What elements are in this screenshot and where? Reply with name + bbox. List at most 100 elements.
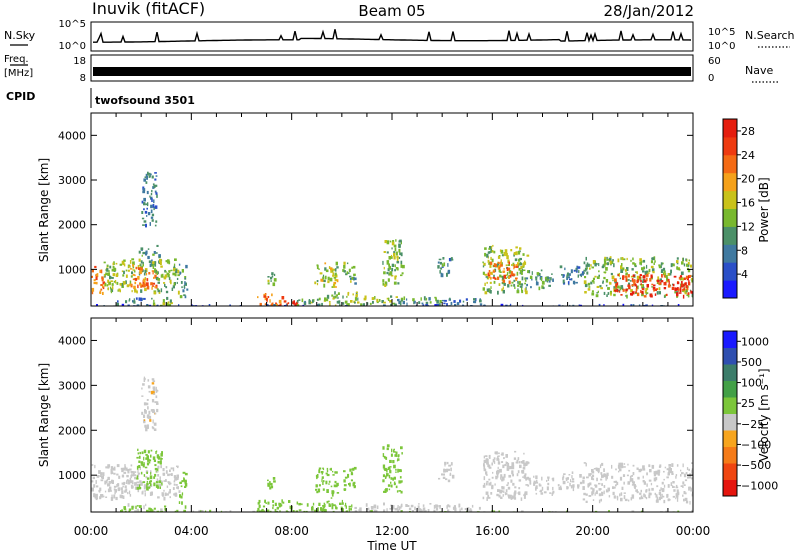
data-cell (501, 486, 503, 489)
data-cell (330, 485, 333, 488)
data-cell (620, 257, 622, 260)
data-cell (136, 277, 139, 280)
data-cell (661, 493, 663, 498)
data-cell (569, 278, 572, 281)
data-cell (506, 255, 509, 260)
data-cell (148, 390, 151, 393)
data-cell (351, 276, 354, 280)
data-cell (384, 283, 387, 287)
data-cell (263, 293, 266, 296)
data-cell (345, 305, 348, 306)
data-cell (123, 467, 126, 471)
data-cell (397, 505, 399, 508)
data-cell (139, 283, 142, 286)
data-cell (96, 304, 98, 306)
data-cell (524, 491, 528, 496)
data-cell (524, 260, 526, 263)
data-cell (136, 290, 138, 294)
data-cell (523, 261, 527, 265)
data-cell (142, 188, 146, 191)
data-cell (603, 258, 606, 263)
data-cell (640, 495, 643, 499)
data-cell (146, 399, 149, 401)
data-cell (575, 269, 578, 273)
data-cell (278, 304, 280, 306)
data-cell (142, 283, 145, 288)
data-cell (373, 505, 376, 508)
data-cell (326, 489, 329, 493)
data-cell (654, 492, 657, 496)
data-cell (583, 492, 586, 496)
data-cell (267, 276, 270, 278)
data-cell (444, 461, 447, 465)
data-cell (329, 302, 331, 306)
data-cell (131, 487, 134, 489)
data-cell (458, 503, 461, 508)
data-cell (105, 496, 108, 498)
data-cell (286, 303, 288, 306)
data-cell (321, 278, 324, 282)
data-cell (104, 480, 107, 485)
data-cell-group (156, 465, 181, 501)
x-axis-label: Time UT (366, 539, 417, 553)
x-tick-label: 04:00 (174, 524, 209, 538)
data-cell (685, 285, 688, 289)
data-cell (399, 252, 402, 256)
data-cell (169, 270, 171, 273)
colorbar-segment (723, 208, 737, 227)
data-cell (502, 286, 504, 290)
data-cell (513, 497, 517, 500)
data-cell (616, 282, 619, 286)
data-cell (510, 271, 513, 275)
data-cell (169, 279, 172, 283)
data-cell (137, 284, 139, 289)
data-cell (517, 288, 519, 291)
data-cell (636, 271, 638, 275)
data-cell (653, 477, 657, 482)
data-cell (594, 484, 598, 488)
data-cell (647, 272, 650, 274)
data-cell (503, 282, 506, 286)
data-cell (464, 508, 466, 510)
data-cell (434, 510, 436, 512)
data-cell (686, 287, 689, 291)
data-cell (443, 302, 446, 305)
data-cell (400, 446, 403, 450)
data-cell (444, 299, 447, 302)
data-cell (343, 479, 346, 483)
data-cell (173, 483, 176, 486)
data-cell (465, 298, 468, 301)
data-cell (691, 509, 693, 512)
data-cell (491, 476, 494, 479)
data-cell (585, 462, 587, 467)
data-cell (328, 503, 331, 507)
data-cell (157, 465, 160, 469)
data-cell (490, 256, 492, 260)
data-cell (166, 485, 169, 488)
data-cell (523, 462, 526, 467)
data-cell (394, 454, 397, 457)
data-cell (270, 276, 273, 280)
data-cell (685, 472, 688, 475)
data-cell (525, 461, 529, 465)
data-cell (143, 474, 146, 477)
data-cell (391, 448, 393, 453)
data-cell (310, 301, 313, 304)
data-cell (318, 484, 321, 487)
colorbar-tick-label: 24 (741, 149, 755, 162)
data-cell (279, 510, 281, 512)
data-cell (484, 291, 488, 295)
colorbar-segment (723, 244, 737, 263)
data-cell (184, 483, 188, 487)
data-cell (152, 253, 155, 256)
data-cell (179, 481, 182, 484)
data-cell (266, 304, 269, 306)
data-cell (625, 269, 627, 272)
data-cell (488, 251, 491, 254)
data-cell-group (152, 258, 180, 295)
data-cell (649, 278, 652, 282)
data-cell (559, 265, 563, 269)
data-cell-group (103, 258, 148, 294)
data-cell (137, 473, 140, 478)
data-cell (264, 296, 267, 301)
